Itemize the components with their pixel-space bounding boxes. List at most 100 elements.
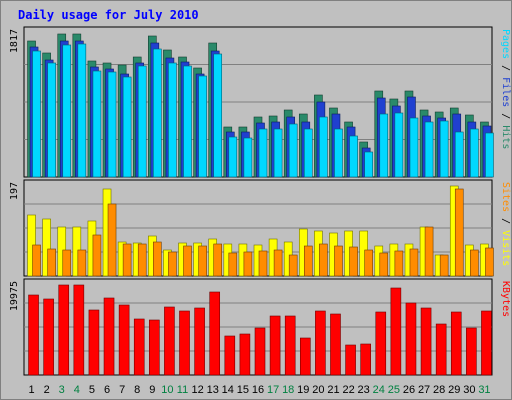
bar-kbytes bbox=[390, 287, 402, 376]
day-label: 27 bbox=[418, 384, 430, 396]
chart-title: Daily usage for July 2010 bbox=[18, 8, 199, 22]
day-label: 31 bbox=[478, 384, 490, 396]
bar-pages bbox=[424, 121, 434, 178]
bar-pages bbox=[77, 43, 87, 178]
bar-kbytes bbox=[269, 315, 281, 376]
legend-middle: Sites / Visits bbox=[500, 182, 511, 266]
day-label: 12 bbox=[191, 384, 203, 396]
day-label: 2 bbox=[44, 384, 50, 396]
bar-sites bbox=[439, 254, 449, 277]
bar-sites bbox=[92, 234, 102, 277]
day-label: 8 bbox=[134, 384, 140, 396]
bar-pages bbox=[213, 53, 223, 178]
day-label: 17 bbox=[267, 384, 279, 396]
bar-pages bbox=[228, 136, 238, 178]
bar-pages bbox=[168, 62, 177, 178]
bar-pages bbox=[62, 44, 72, 178]
bar-kbytes bbox=[209, 291, 221, 376]
bar-pages bbox=[258, 128, 268, 178]
legend-item: KBytes bbox=[500, 281, 511, 317]
bar-kbytes bbox=[224, 335, 236, 376]
bar-pages bbox=[288, 123, 298, 178]
bar-pages bbox=[198, 75, 207, 178]
bar-sites bbox=[303, 245, 313, 277]
day-label: 20 bbox=[312, 384, 324, 396]
day-label: 18 bbox=[282, 384, 294, 396]
bar-sites bbox=[288, 254, 298, 277]
bar-kbytes bbox=[73, 284, 85, 376]
day-label: 4 bbox=[74, 384, 80, 396]
bar-kbytes bbox=[435, 323, 447, 376]
bar-sites bbox=[153, 241, 162, 277]
max-label-top: 1817 bbox=[9, 29, 20, 53]
bar-kbytes bbox=[405, 302, 417, 376]
legend-item: Files bbox=[500, 77, 511, 107]
bar-kbytes bbox=[43, 298, 54, 376]
day-label: 19 bbox=[297, 384, 309, 396]
bar-kbytes bbox=[315, 310, 326, 376]
bar-pages bbox=[243, 137, 253, 178]
legend-top: Pages / Files / Hits bbox=[500, 29, 511, 149]
bar-kbytes bbox=[420, 307, 432, 376]
bar-sites bbox=[334, 245, 343, 277]
bar-pages bbox=[379, 113, 389, 178]
day-label: 26 bbox=[403, 384, 415, 396]
max-label-bottom: 19975 bbox=[9, 281, 20, 311]
bar-kbytes bbox=[330, 313, 341, 376]
day-label: 7 bbox=[119, 384, 125, 396]
day-label: 6 bbox=[104, 384, 110, 396]
bar-pages bbox=[303, 128, 313, 178]
day-label: 11 bbox=[177, 384, 188, 396]
bar-pages bbox=[470, 128, 479, 178]
bar-pages bbox=[273, 128, 283, 178]
bar-kbytes bbox=[481, 310, 492, 376]
legend-separator: / bbox=[500, 212, 511, 230]
bar-sites bbox=[409, 248, 419, 277]
legend-item: Pages bbox=[500, 29, 511, 59]
bar-sites bbox=[183, 245, 192, 277]
bar-pages bbox=[183, 65, 192, 178]
bar-kbytes bbox=[375, 311, 387, 376]
bar-kbytes bbox=[88, 309, 100, 376]
legend-item: Hits bbox=[500, 125, 511, 149]
day-label: 29 bbox=[448, 384, 460, 396]
bar-sites bbox=[349, 246, 358, 277]
bar-sites bbox=[32, 244, 41, 277]
bar-sites bbox=[319, 243, 328, 277]
bar-pages bbox=[409, 117, 419, 178]
bar-kbytes bbox=[58, 284, 70, 376]
bar-sites bbox=[470, 249, 479, 277]
bar-sites bbox=[47, 248, 56, 277]
day-label: 1 bbox=[28, 384, 34, 396]
day-label: 23 bbox=[358, 384, 370, 396]
bar-pages bbox=[319, 116, 328, 178]
bar-pages bbox=[349, 135, 358, 178]
legend-separator: / bbox=[500, 59, 511, 77]
bar-sites bbox=[213, 243, 223, 277]
bar-sites bbox=[107, 203, 117, 277]
bar-kbytes bbox=[284, 315, 296, 376]
day-label: 13 bbox=[207, 384, 219, 396]
bar-sites bbox=[77, 249, 87, 277]
bar-pages bbox=[364, 151, 373, 178]
day-label: 25 bbox=[388, 384, 400, 396]
bar-sites bbox=[243, 251, 253, 277]
bar-visits bbox=[42, 218, 51, 277]
legend-separator: / bbox=[500, 107, 511, 125]
bar-sites bbox=[122, 243, 132, 277]
bar-sites bbox=[379, 252, 389, 277]
bar-sites bbox=[394, 250, 404, 277]
bar-sites bbox=[198, 245, 207, 277]
bar-sites bbox=[62, 249, 72, 277]
bar-pages bbox=[92, 70, 102, 178]
day-label: 30 bbox=[463, 384, 475, 396]
day-label: 22 bbox=[342, 384, 354, 396]
day-label: 16 bbox=[252, 384, 264, 396]
bar-kbytes bbox=[179, 310, 190, 376]
day-label: 14 bbox=[222, 384, 234, 396]
bar-pages bbox=[454, 131, 464, 178]
day-label: 3 bbox=[59, 384, 65, 396]
bar-pages bbox=[47, 62, 56, 178]
bar-kbytes bbox=[239, 333, 251, 376]
